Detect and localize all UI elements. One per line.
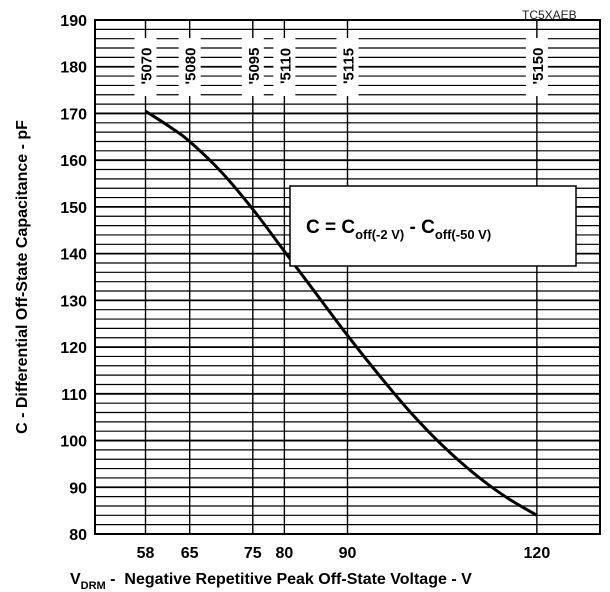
y-tick-labels: 80 90 100 110 120 130 140 150 160 170 180 190 [60,13,87,544]
capacitance-curve [144,109,538,517]
y-tick-label: 100 [60,434,87,451]
y-tick-label: 150 [60,200,87,217]
x-axis-label-symbol: V [70,571,81,588]
x-tick-label: 90 [339,545,357,562]
annotation-formula: C = Coff(-2 V) - Coff(-50 V) [306,217,491,242]
y-axis-label: C - Differential Off-State Capacitance -… [14,120,31,434]
device-marker-label: '5110 [277,48,294,84]
device-marker-box [273,38,296,96]
x-axis-label-subscript: DRM [81,580,106,592]
x-tick-labels: 58 65 75 80 90 120 [137,545,551,562]
y-tick-label: 90 [69,480,87,497]
x-axis-label-text: - Negative Repetitive Peak Off-State Vol… [106,571,472,588]
device-marker-label: '5080 [183,48,200,85]
device-marker-box [336,38,359,96]
annotation-box [289,185,577,267]
formula-subscript-1: off(-2 V) [355,227,404,242]
y-tick-label: 80 [69,527,87,544]
y-tick-label: 190 [60,13,87,30]
x-axis-label: VDRM - Negative Repetitive Peak Off-Stat… [70,571,472,592]
device-marker-box [178,38,201,96]
formula-mid: - C [404,217,435,238]
formula-subscript-2: off(-50 V) [435,227,491,242]
x-tick-label: 120 [524,545,551,562]
y-tick-label: 110 [61,387,87,404]
plot-frame [94,19,601,535]
device-marker-label: '5115 [341,48,358,84]
device-marker-box [241,38,264,96]
device-marker-box [134,38,157,96]
series-group [144,109,538,517]
device-markers: '5070 '5080 '5095 '5110 '5115 '5150 [139,48,547,85]
formula-lhs: C = C [306,217,355,238]
y-tick-label: 140 [60,247,87,264]
y-tick-label: 170 [60,106,87,123]
x-tick-label: 80 [275,545,293,562]
device-marker-label: '5150 [530,48,547,85]
device-marker-boxes [134,38,548,96]
x-tick-label: 75 [244,545,262,562]
major-grid [95,19,600,535]
device-marker-label: '5095 [246,48,263,85]
x-tick-label: 65 [181,545,199,562]
figure-code: TC5XAEB [522,8,577,22]
y-tick-label: 160 [60,153,87,170]
device-marker-box [525,38,548,96]
annotation-group: C = Coff(-2 V) - Coff(-50 V) [289,185,577,267]
x-tick-label: 58 [137,545,155,562]
y-tick-label: 130 [60,293,87,310]
device-marker-label: '5070 [139,48,156,85]
y-tick-label: 120 [60,340,87,357]
y-tick-label: 180 [60,60,87,77]
